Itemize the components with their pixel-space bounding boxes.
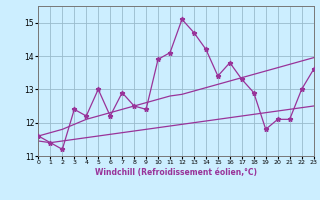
X-axis label: Windchill (Refroidissement éolien,°C): Windchill (Refroidissement éolien,°C) (95, 168, 257, 177)
